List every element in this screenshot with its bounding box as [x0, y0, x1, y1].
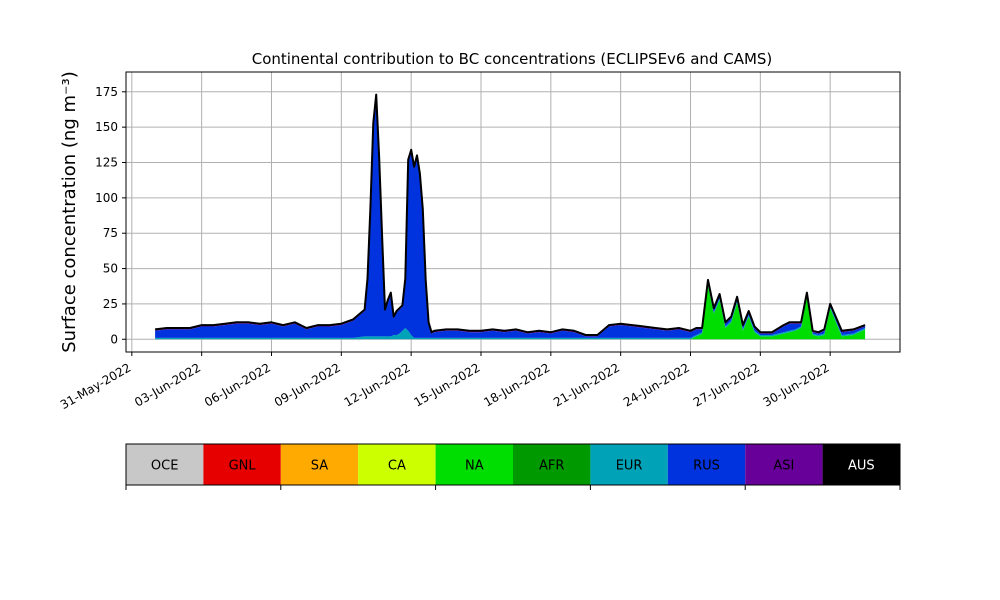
legend-swatch-aus: [822, 444, 900, 485]
legend-label-rus: RUS: [693, 459, 720, 474]
legend-swatch-ca: [358, 444, 436, 485]
colorbar-legend: OCE GNL SA CA NA AFR EUR RUS ASI AUS: [125, 443, 901, 490]
x-tick-label: 31-May-2022: [58, 360, 133, 412]
legend-swatch-afr: [513, 444, 591, 485]
stacked-areas: [154, 93, 866, 340]
gridlines: [126, 72, 900, 352]
x-tick-label: 21-Jun-2022: [551, 360, 622, 409]
x-tick-label: 24-Jun-2022: [621, 360, 692, 409]
legend-swatch-rus: [667, 444, 746, 485]
y-tick-label: 100: [95, 191, 118, 205]
x-tick-label: 06-Jun-2022: [202, 360, 273, 409]
x-tick-label: 30-Jun-2022: [761, 360, 832, 409]
x-tick-label: 18-Jun-2022: [481, 360, 552, 409]
area-rus: [155, 96, 866, 338]
legend-swatch-eur: [590, 444, 668, 485]
legend-swatch-sa: [280, 444, 359, 485]
area-na: [155, 285, 866, 340]
total-outline: [154, 93, 866, 336]
legend-label-ca: CA: [388, 459, 406, 474]
y-tick-label: 50: [103, 262, 118, 276]
y-tick-label: 0: [110, 332, 118, 346]
axes: 0 25 50 75 100 125 150 175 31-May-202203-Jun-202…: [58, 85, 832, 412]
legend-swatch-gnl: [203, 444, 281, 485]
legend-frame: [125, 443, 901, 486]
y-tick-label: 75: [103, 226, 118, 240]
y-tick-label: 125: [95, 156, 118, 170]
legend-swatch-na: [435, 444, 513, 485]
legend-swatch-oce: [126, 444, 204, 485]
x-tick-label: 12-Jun-2022: [342, 360, 413, 409]
plot-frame: [125, 71, 901, 353]
y-tick-label: 25: [103, 297, 118, 311]
legend-label-aus: AUS: [848, 459, 875, 474]
legend-label-asi: ASI: [773, 459, 794, 474]
area-asi: [155, 94, 866, 337]
x-tick-label: 09-Jun-2022: [272, 360, 343, 409]
chart-title: Continental contribution to BC concentra…: [252, 50, 773, 68]
legend-label-oce: OCE: [151, 459, 179, 474]
x-tick-label: 27-Jun-2022: [691, 360, 762, 409]
legend-label-eur: EUR: [616, 459, 643, 474]
legend-label-na: NA: [465, 459, 484, 474]
legend-label-afr: AFR: [539, 459, 564, 474]
legend-label-gnl: GNL: [229, 459, 257, 474]
y-axis-label: Surface concentration (ng m⁻³): [59, 71, 80, 353]
x-tick-label: 15-Jun-2022: [412, 360, 483, 409]
y-tick-label: 150: [95, 120, 118, 134]
legend-label-sa: SA: [311, 459, 328, 474]
x-tick-label: 03-Jun-2022: [132, 360, 203, 409]
y-tick-label: 175: [95, 85, 118, 99]
legend-swatch-asi: [745, 444, 823, 485]
